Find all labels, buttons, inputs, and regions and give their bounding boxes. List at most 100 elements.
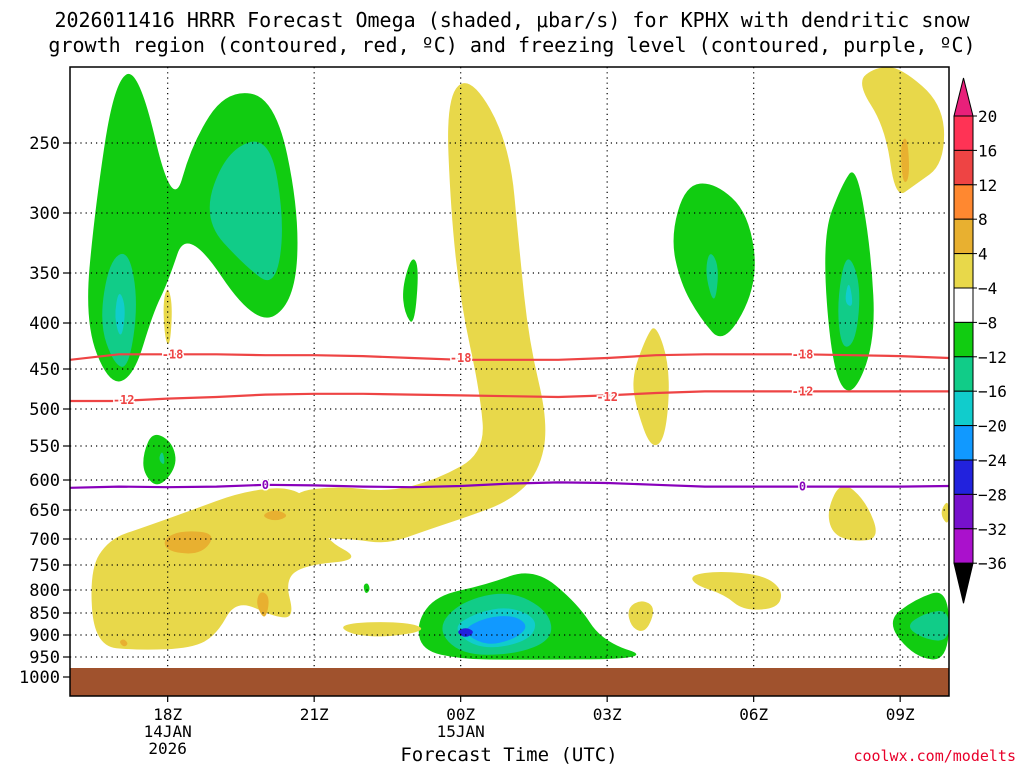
contour-labels: -18 -18 -18 -12 -12 -12 0 0 bbox=[111, 346, 814, 495]
colorbar-label-4: 8 bbox=[978, 210, 988, 229]
contour-label-4: -12 bbox=[113, 393, 135, 407]
omega-region-3 bbox=[115, 294, 125, 335]
contour--12 bbox=[70, 390, 949, 403]
y-tick-label-350: 350 bbox=[29, 264, 60, 284]
omega-region-33 bbox=[257, 592, 269, 617]
y-tick-label-700: 700 bbox=[29, 530, 60, 550]
y-tick-label-450: 450 bbox=[29, 360, 60, 380]
omega-region-18 bbox=[458, 628, 473, 637]
x-tick-label-18Z: 18Z bbox=[153, 705, 182, 724]
x-tick-label-00Z: 00Z bbox=[446, 705, 475, 724]
y-tick-label-500: 500 bbox=[29, 400, 60, 420]
colorbar-label-9: −16 bbox=[978, 382, 1007, 401]
colorbar-segment-1 bbox=[953, 115, 974, 151]
x-tick-label-03Z: 03Z bbox=[593, 705, 622, 724]
colorbar-segment-5 bbox=[953, 253, 974, 289]
contour--18 bbox=[70, 353, 949, 361]
colorbar-label-2: 16 bbox=[978, 141, 997, 160]
omega-region-5 bbox=[403, 259, 418, 322]
contour-label-3: -18 bbox=[792, 347, 814, 361]
omega-region-34 bbox=[120, 639, 128, 647]
colorbar: 20 16 12 8 4 −4 −8 −12 −16 −20 −24 −28 −32 −36 bbox=[953, 77, 1007, 604]
omega-region-4 bbox=[209, 141, 282, 281]
contour-0 bbox=[70, 481, 949, 489]
omega-region-26 bbox=[628, 601, 654, 631]
colorbar-segment-7 bbox=[953, 321, 974, 358]
contour-label-2: -18 bbox=[450, 351, 472, 365]
omega-region-13 bbox=[845, 284, 853, 306]
colorbar-segment-13 bbox=[953, 528, 974, 564]
colorbar-top-arrow bbox=[953, 77, 974, 117]
y-tick-label-250: 250 bbox=[29, 134, 60, 154]
omega-regions bbox=[88, 67, 949, 660]
colorbar-label-14: −36 bbox=[978, 554, 1007, 573]
y-tick-label-800: 800 bbox=[29, 581, 60, 601]
omega-region-32 bbox=[264, 510, 287, 521]
colorbar-segment-4 bbox=[953, 218, 974, 255]
colorbar-label-11: −24 bbox=[978, 451, 1007, 470]
contour-label-5: -12 bbox=[596, 390, 618, 404]
colorbar-label-10: −20 bbox=[978, 417, 1007, 436]
omega-region-7 bbox=[159, 452, 165, 464]
y-tick-label-850: 850 bbox=[29, 604, 60, 624]
x-tick-year-18Z: 2026 bbox=[148, 739, 187, 758]
x-tick-label-21Z: 21Z bbox=[300, 705, 329, 724]
colorbar-label-8: −12 bbox=[978, 348, 1007, 367]
colorbar-segment-9 bbox=[953, 390, 974, 427]
colorbar-segment-6 bbox=[953, 287, 974, 323]
omega-region-28 bbox=[862, 67, 945, 194]
temperature-contours bbox=[70, 353, 949, 489]
contour-label-8: 0 bbox=[799, 480, 806, 494]
y-tick-label-300: 300 bbox=[29, 204, 60, 224]
colorbar-segment-8 bbox=[953, 356, 974, 392]
y-tick-label-650: 650 bbox=[29, 501, 60, 521]
y-tick-label-1000: 1000 bbox=[19, 668, 60, 688]
y-tick-label-950: 950 bbox=[29, 648, 60, 668]
omega-region-17 bbox=[466, 616, 526, 644]
colorbar-segment-10 bbox=[953, 425, 974, 461]
colorbar-segment-2 bbox=[953, 149, 974, 186]
omega-region-10 bbox=[706, 254, 718, 299]
colorbar-label-13: −32 bbox=[978, 520, 1007, 539]
y-axis: 2503003504004505005506006507007508008509… bbox=[19, 134, 70, 688]
omega-region-22 bbox=[91, 488, 352, 650]
gridlines bbox=[70, 67, 949, 696]
colorbar-label-12: −28 bbox=[978, 485, 1007, 504]
contour-label-1: -18 bbox=[162, 347, 184, 361]
omega-region-25 bbox=[633, 328, 669, 446]
omega-region-30 bbox=[941, 502, 949, 523]
x-axis-label: Forecast Time (UTC) bbox=[400, 744, 618, 766]
colorbar-segment-3 bbox=[953, 184, 974, 220]
omega-region-23 bbox=[343, 622, 422, 637]
y-tick-label-900: 900 bbox=[29, 626, 60, 646]
y-tick-label-600: 600 bbox=[29, 471, 60, 491]
colorbar-bottom-arrow bbox=[953, 562, 974, 604]
omega-region-31 bbox=[164, 531, 212, 554]
chart-title-line-2: growth region (contoured, red, ºC) and f… bbox=[48, 33, 976, 57]
colorbar-label-1: 20 bbox=[978, 107, 997, 126]
x-tick-date-18Z: 14JAN bbox=[144, 722, 192, 741]
chart-title-line-1: 2026011416 HRRR Forecast Omega (shaded, … bbox=[54, 8, 970, 32]
y-tick-label-550: 550 bbox=[29, 437, 60, 457]
omega-region-8 bbox=[363, 583, 370, 594]
contour-label-6: -12 bbox=[792, 384, 814, 398]
credit-link[interactable]: coolwx.com/modelts bbox=[853, 747, 1016, 765]
x-tick-date-00Z: 15JAN bbox=[437, 722, 485, 741]
colorbar-label-3: 12 bbox=[978, 176, 997, 195]
y-tick-label-750: 750 bbox=[29, 556, 60, 576]
omega-region-21 bbox=[291, 83, 546, 543]
omega-region-29 bbox=[828, 486, 876, 541]
omega-region-27 bbox=[692, 572, 782, 610]
x-tick-label-09Z: 09Z bbox=[886, 705, 915, 724]
colorbar-label-5: 4 bbox=[978, 245, 988, 264]
plot-frame bbox=[69, 66, 950, 697]
omega-region-35 bbox=[901, 138, 909, 182]
y-tick-label-400: 400 bbox=[29, 314, 60, 334]
colorbar-label-7: −8 bbox=[978, 313, 997, 332]
omega-region-20 bbox=[909, 611, 949, 641]
colorbar-label-6: −4 bbox=[978, 279, 997, 298]
colorbar-segment-12 bbox=[953, 493, 974, 530]
contour-label-7: 0 bbox=[262, 478, 269, 492]
